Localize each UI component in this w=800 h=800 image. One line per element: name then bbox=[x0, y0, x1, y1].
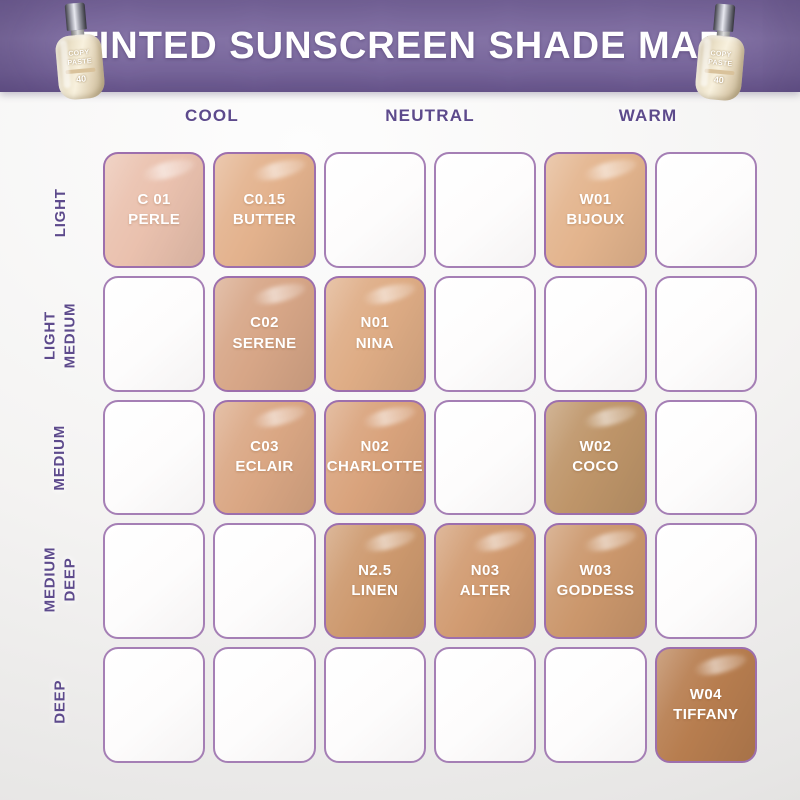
shade-code: N03 bbox=[470, 562, 500, 580]
shade-code: N01 bbox=[360, 314, 390, 332]
empty-cell-r4-c1 bbox=[213, 647, 316, 763]
product-bottle-right: COPY PASTE 40 bbox=[690, 2, 753, 108]
empty-cell-r0-c2 bbox=[323, 152, 426, 268]
shade-name: LINEN bbox=[351, 582, 399, 600]
column-headers: COOL NEUTRAL WARM bbox=[103, 106, 757, 126]
shade-cell-n01-nina: N01 NINA bbox=[323, 275, 426, 392]
shade-grid: C 01 PERLE C0.15 BUTTER W01 BIJOUX C02 S… bbox=[103, 152, 757, 763]
shade-code: N2.5 bbox=[358, 562, 392, 580]
empty-cell-r0-c5 bbox=[654, 152, 757, 268]
shade-cell-w04-tiffany: W04 TIFFANY bbox=[654, 647, 757, 763]
shade-cell-n03-alter: N03 ALTER bbox=[434, 523, 537, 640]
row-header-medium-deep: MEDIUM DEEP bbox=[20, 519, 100, 641]
shade-name: NINA bbox=[355, 334, 394, 352]
column-header-neutral: NEUTRAL bbox=[385, 106, 475, 125]
shade-code: C0.15 bbox=[243, 190, 286, 208]
empty-cell-r0-c3 bbox=[434, 152, 537, 268]
shade-cell-n02-charlotte: N02 CHARLOTTE bbox=[323, 399, 426, 516]
row-header-text: DEEP bbox=[51, 679, 69, 724]
shade-name: SERENE bbox=[232, 334, 297, 352]
shade-cell-c015-butter: C0.15 BUTTER bbox=[213, 152, 316, 268]
empty-cell-r4-c2 bbox=[323, 647, 426, 763]
shade-code: W03 bbox=[579, 562, 612, 580]
title-banner: TINTED SUNSCREEN SHADE MAP bbox=[0, 0, 800, 92]
shade-name: CHARLOTTE bbox=[326, 458, 423, 476]
shade-code: C03 bbox=[250, 438, 279, 456]
shade-code: N02 bbox=[360, 438, 390, 456]
empty-cell-r4-c3 bbox=[434, 647, 537, 763]
shade-name: ALTER bbox=[459, 582, 511, 600]
bottle-body: COPY PASTE 40 bbox=[694, 34, 746, 102]
shade-name: PERLE bbox=[128, 210, 181, 228]
shade-code: W02 bbox=[579, 438, 612, 456]
shade-name: TIFFANY bbox=[673, 706, 739, 724]
row-header-text: LIGHT MEDIUM bbox=[41, 302, 78, 369]
bottle-brand-line2: PASTE bbox=[67, 57, 93, 67]
bottle-brand-label: COPY PASTE bbox=[67, 49, 93, 67]
empty-cell-r2-c5 bbox=[654, 399, 757, 516]
empty-cell-r4-c4 bbox=[544, 647, 647, 763]
column-header-cool: COOL bbox=[185, 106, 239, 125]
shade-cell-w03-goddess: W03 GODDESS bbox=[544, 523, 647, 640]
shade-name: COCO bbox=[572, 458, 619, 476]
shade-cell-c01-perle: C 01 PERLE bbox=[103, 152, 206, 268]
empty-cell-r1-c0 bbox=[103, 275, 206, 392]
empty-cell-r4-c0 bbox=[103, 647, 206, 763]
bottle-spf-label: 40 bbox=[713, 74, 725, 85]
bottle-body: COPY PASTE 40 bbox=[54, 33, 106, 101]
empty-cell-r3-c5 bbox=[654, 523, 757, 640]
row-labels: LIGHT LIGHT MEDIUM MEDIUM MEDIUM DEEP DEEP bbox=[20, 152, 100, 763]
empty-cell-r3-c0 bbox=[103, 523, 206, 640]
bottle-brand-label: COPY PASTE bbox=[708, 50, 734, 68]
empty-cell-r1-c3 bbox=[434, 275, 537, 392]
bottle-cap bbox=[713, 3, 736, 32]
shade-cell-w02-coco: W02 COCO bbox=[544, 399, 647, 516]
page-title: TINTED SUNSCREEN SHADE MAP bbox=[74, 24, 726, 67]
bottle-cap bbox=[64, 2, 87, 31]
shade-code: W01 bbox=[579, 190, 612, 208]
shade-cell-c02-serene: C02 SERENE bbox=[213, 275, 316, 392]
row-header-medium: MEDIUM bbox=[20, 396, 100, 518]
shade-name: BUTTER bbox=[232, 210, 297, 228]
empty-cell-r1-c5 bbox=[654, 275, 757, 392]
row-header-light-medium: LIGHT MEDIUM bbox=[20, 274, 100, 396]
empty-cell-r1-c4 bbox=[544, 275, 647, 392]
shade-cell-n25-linen: N2.5 LINEN bbox=[323, 523, 426, 640]
row-header-text: MEDIUM bbox=[51, 424, 69, 491]
shade-cell-c03-eclair: C03 ECLAIR bbox=[213, 399, 316, 516]
shade-code: C02 bbox=[250, 314, 279, 332]
shade-name: ECLAIR bbox=[235, 458, 294, 476]
column-header-warm: WARM bbox=[618, 106, 678, 125]
empty-cell-r2-c3 bbox=[434, 399, 537, 516]
bottle-spf-label: 40 bbox=[75, 73, 87, 84]
row-header-deep: DEEP bbox=[20, 641, 100, 763]
bottle-brand-line2: PASTE bbox=[707, 58, 733, 68]
empty-cell-r3-c1 bbox=[213, 523, 316, 640]
shade-code: C 01 bbox=[137, 190, 171, 208]
empty-cell-r2-c0 bbox=[103, 399, 206, 516]
product-bottle-left: COPY PASTE 40 bbox=[48, 1, 111, 107]
shade-name: BIJOUX bbox=[566, 210, 625, 228]
shade-name: GODDESS bbox=[556, 582, 635, 600]
row-header-text: LIGHT bbox=[51, 188, 69, 238]
row-header-light: LIGHT bbox=[20, 152, 100, 274]
row-header-text: MEDIUM DEEP bbox=[41, 546, 78, 613]
shade-cell-w01-bijoux: W01 BIJOUX bbox=[544, 152, 647, 268]
shade-code: W04 bbox=[689, 685, 722, 703]
